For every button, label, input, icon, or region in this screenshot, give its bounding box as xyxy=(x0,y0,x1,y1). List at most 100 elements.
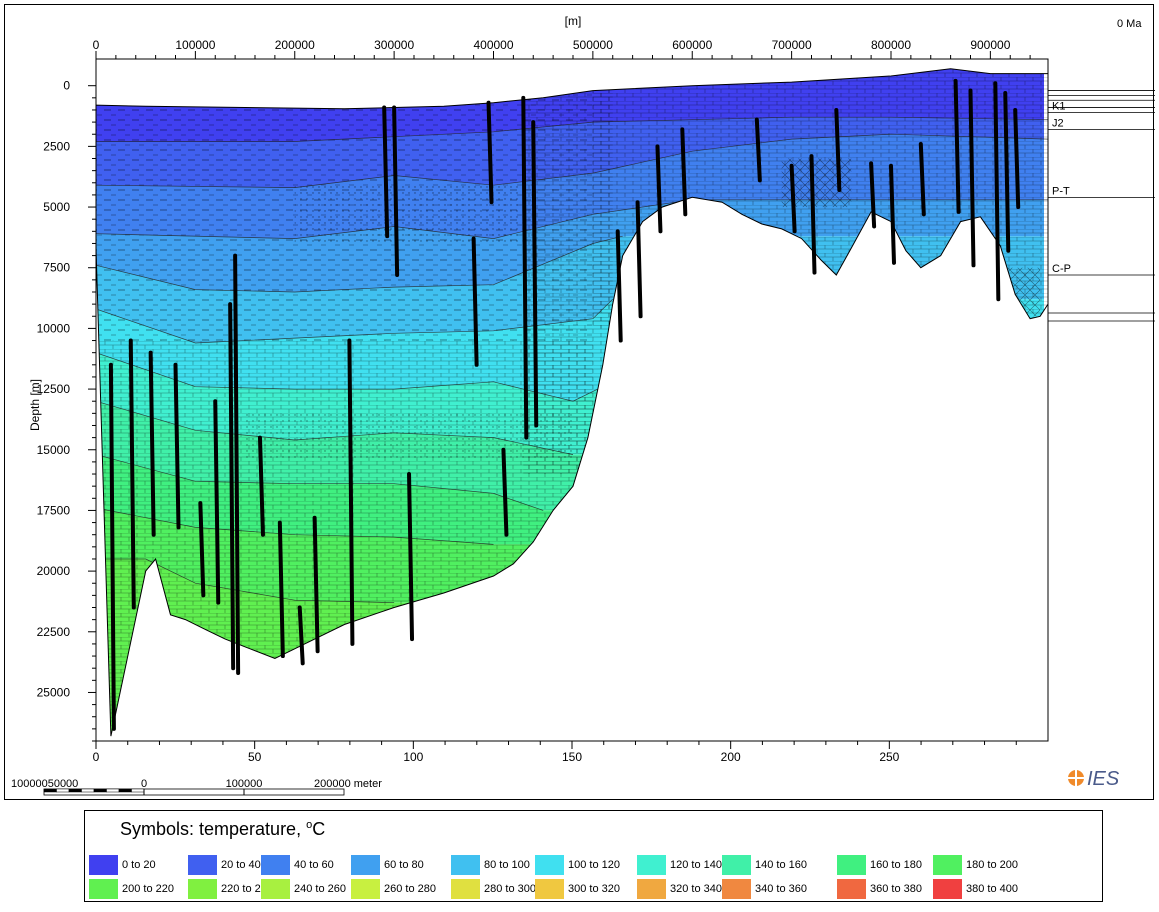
legend-item: 260 to 280 xyxy=(351,879,436,899)
legend-label: 260 to 280 xyxy=(384,883,436,895)
x-top-tick-label: 900000 xyxy=(970,38,1010,52)
legend-label: 320 to 340 xyxy=(670,883,722,895)
legend-title: Symbols: temperature, oC xyxy=(120,819,325,840)
well xyxy=(108,362,116,731)
legend-swatch xyxy=(722,879,751,899)
x-top-tick-label: 700000 xyxy=(772,38,812,52)
well xyxy=(312,515,320,654)
legend-swatch xyxy=(451,879,480,899)
y-tick-label: 20000 xyxy=(37,564,71,578)
well xyxy=(968,88,976,268)
well xyxy=(888,163,896,265)
well xyxy=(257,435,265,537)
legend-label: 120 to 140 xyxy=(670,859,722,871)
legend-label: 300 to 320 xyxy=(568,883,620,895)
legend-item: 40 to 60 xyxy=(261,855,334,875)
x-bottom-tick-label: 100 xyxy=(403,750,423,764)
isotherm-line xyxy=(96,133,1048,188)
legend-label: 380 to 400 xyxy=(966,883,1018,895)
well xyxy=(1013,107,1021,210)
x-top-axis-label: [m] xyxy=(565,14,582,28)
y-tick-label: 25000 xyxy=(37,685,71,699)
well xyxy=(471,236,479,367)
well xyxy=(128,338,136,610)
sand-pattern xyxy=(245,413,573,462)
scale-bar: 10000050000 0 100000 200000 meter xyxy=(11,778,382,796)
well xyxy=(213,399,221,605)
legend-swatch xyxy=(722,855,751,875)
legend-swatch xyxy=(261,879,290,899)
limestone-pattern xyxy=(96,340,593,737)
legend-swatch xyxy=(89,879,118,899)
scale-bar-segment xyxy=(118,788,132,793)
horizon-labels: K1 J2 P-T C-P xyxy=(1048,90,1155,322)
legend-swatch xyxy=(837,879,866,899)
horizon-label: J2 xyxy=(1052,117,1064,129)
legend-label: 280 to 300 xyxy=(484,883,536,895)
y-tick-label: 5000 xyxy=(43,200,70,214)
x-top-tick-label: 0 xyxy=(93,38,100,52)
well xyxy=(173,362,181,530)
legend-item: 140 to 160 xyxy=(722,855,807,875)
scale-bar-segment xyxy=(81,788,95,793)
legend-swatch xyxy=(837,855,866,875)
well xyxy=(789,163,797,234)
legend-swatch xyxy=(261,855,290,875)
x-bottom-tick-label: 200 xyxy=(721,750,741,764)
horizon-label: K1 xyxy=(1052,100,1065,112)
legend-item: 60 to 80 xyxy=(351,855,424,875)
isotherm-line xyxy=(96,116,1048,142)
legend-swatch xyxy=(451,855,480,875)
legend-swatch xyxy=(89,855,118,875)
x-bottom-tick-label: 150 xyxy=(562,750,582,764)
horizon-label: C-P xyxy=(1052,263,1071,275)
axes: 0 100000 200000 300000 400000 500000 600000 700… xyxy=(37,38,1049,764)
legend-item: 180 to 200 xyxy=(933,855,1018,875)
isotherm-line xyxy=(96,352,598,402)
x-bottom-tick-label: 50 xyxy=(248,750,262,764)
legend-item: 200 to 220 xyxy=(89,879,174,899)
legend-label: 0 to 20 xyxy=(122,859,156,871)
x-bottom-tick-label: 250 xyxy=(879,750,899,764)
well xyxy=(521,95,529,440)
legend-swatch xyxy=(535,855,564,875)
legend-degree: o xyxy=(306,819,313,831)
isotherm-line xyxy=(96,507,494,545)
legend-item: 100 to 120 xyxy=(535,855,620,875)
y-axis-label: Depth [m] xyxy=(28,379,42,431)
legend-label: 60 to 80 xyxy=(384,859,424,871)
well xyxy=(198,501,206,598)
legend-item: 340 to 360 xyxy=(722,879,807,899)
scale-bar-label: 200000 meter xyxy=(314,778,382,790)
x-top-tick-label: 800000 xyxy=(871,38,911,52)
y-tick-label: 22500 xyxy=(37,625,71,639)
scale-bar-segment xyxy=(106,788,120,793)
well xyxy=(993,81,1001,302)
legend-item: 0 to 20 xyxy=(89,855,156,875)
legend-item: 240 to 260 xyxy=(261,879,346,899)
well xyxy=(486,100,494,205)
legend-swatch xyxy=(933,855,962,875)
well xyxy=(347,338,355,646)
scale-bar-label: 10000050000 xyxy=(11,778,78,790)
legend-label: 100 to 120 xyxy=(568,859,620,871)
well xyxy=(277,520,285,659)
legend-swatch xyxy=(637,855,666,875)
legend-swatch xyxy=(535,879,564,899)
well xyxy=(754,117,762,183)
legend-swatch xyxy=(188,879,217,899)
well xyxy=(501,447,509,537)
sand-pattern xyxy=(294,182,524,244)
well xyxy=(531,120,539,428)
legend-label: 160 to 180 xyxy=(870,859,922,871)
legend-unit: C xyxy=(312,819,326,839)
y-tick-label: 0 xyxy=(63,79,70,93)
well xyxy=(1003,90,1011,253)
legend-swatch xyxy=(351,855,380,875)
section-outline xyxy=(95,68,1049,737)
well xyxy=(809,154,817,275)
ies-logo: IES xyxy=(1068,768,1120,790)
x-top-tick-label: 200000 xyxy=(275,38,315,52)
legend-item: 360 to 380 xyxy=(837,879,922,899)
x-top-tick-label: 400000 xyxy=(473,38,513,52)
